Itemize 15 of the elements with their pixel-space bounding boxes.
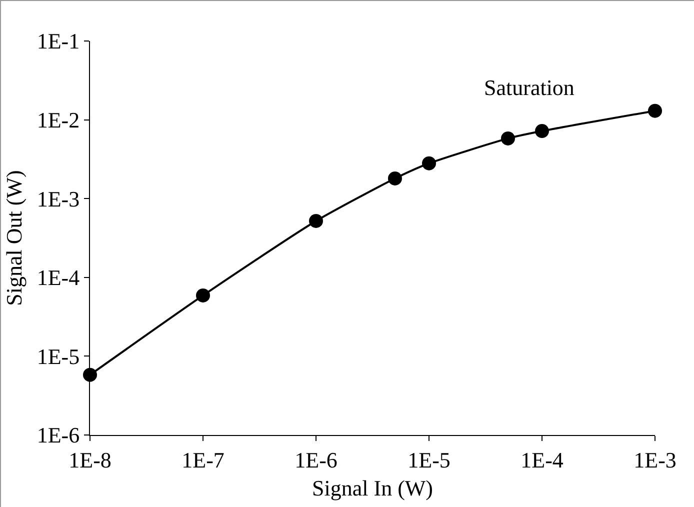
- x-tick-label: 1E-7: [182, 447, 224, 472]
- x-tick-label: 1E-8: [68, 447, 112, 472]
- x-tick-label: 1E-3: [634, 447, 676, 472]
- y-tick-label: 1E-1: [36, 28, 80, 54]
- x-tick-label: 1E-5: [408, 447, 450, 472]
- y-tick-label: 1E-5: [36, 344, 80, 369]
- y-tick-label: 1E-3: [36, 186, 80, 212]
- x-tick-label: 1E-6: [294, 447, 338, 472]
- y-tick-label: 1E-6: [36, 422, 80, 448]
- y-tick-label: 1E-4: [36, 265, 80, 290]
- annotation: Saturation: [484, 75, 574, 100]
- x-tick-label: 1E-4: [520, 447, 564, 472]
- y-axis-title: Signal Out (W): [2, 170, 27, 306]
- y-tick-label: 1E-2: [36, 108, 80, 132]
- x-axis-title: Signal In (W): [312, 475, 433, 500]
